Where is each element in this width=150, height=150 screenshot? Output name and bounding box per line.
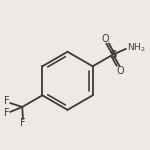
Text: S: S xyxy=(109,50,117,60)
Text: F: F xyxy=(4,108,9,118)
Text: F: F xyxy=(4,96,9,106)
Text: F: F xyxy=(20,118,26,128)
Text: O: O xyxy=(116,66,124,76)
Text: NH$_2$: NH$_2$ xyxy=(127,41,146,54)
Text: O: O xyxy=(102,34,109,44)
